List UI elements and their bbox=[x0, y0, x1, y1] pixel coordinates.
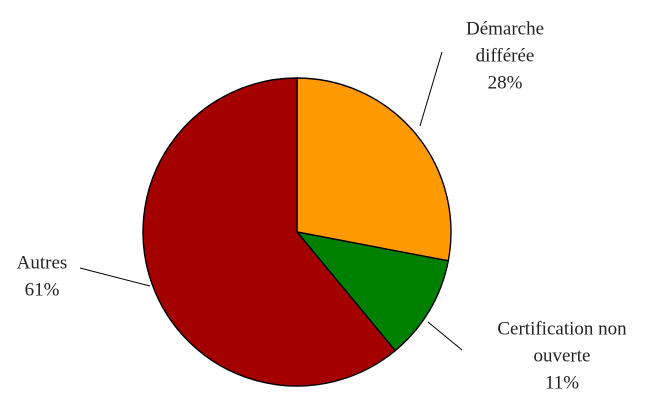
slice-category-label-0: Démarche bbox=[466, 18, 544, 39]
leader-lines bbox=[79, 51, 463, 351]
pie-slice-1 bbox=[295, 230, 450, 352]
leader-line-0 bbox=[419, 51, 443, 127]
slice-value-label-0: 28% bbox=[488, 72, 523, 93]
slice-category-label-2: Autres bbox=[17, 252, 68, 273]
slice-category-label-1: Certification non bbox=[497, 318, 627, 339]
slice-labels: Démarche différée 28% Certification non ouve… bbox=[17, 18, 627, 393]
slice-category-label-1: ouverte bbox=[534, 345, 591, 366]
slice-value-label-1: 11% bbox=[545, 372, 579, 393]
pie-slices bbox=[142, 77, 452, 387]
slice-category-label-0: différée bbox=[476, 45, 535, 66]
pie-slice-0 bbox=[296, 77, 452, 262]
leader-line-1 bbox=[427, 321, 463, 351]
pie-slice-2 bbox=[142, 77, 397, 387]
leader-line-2 bbox=[79, 267, 151, 287]
slice-value-label-2: 61% bbox=[25, 279, 60, 300]
